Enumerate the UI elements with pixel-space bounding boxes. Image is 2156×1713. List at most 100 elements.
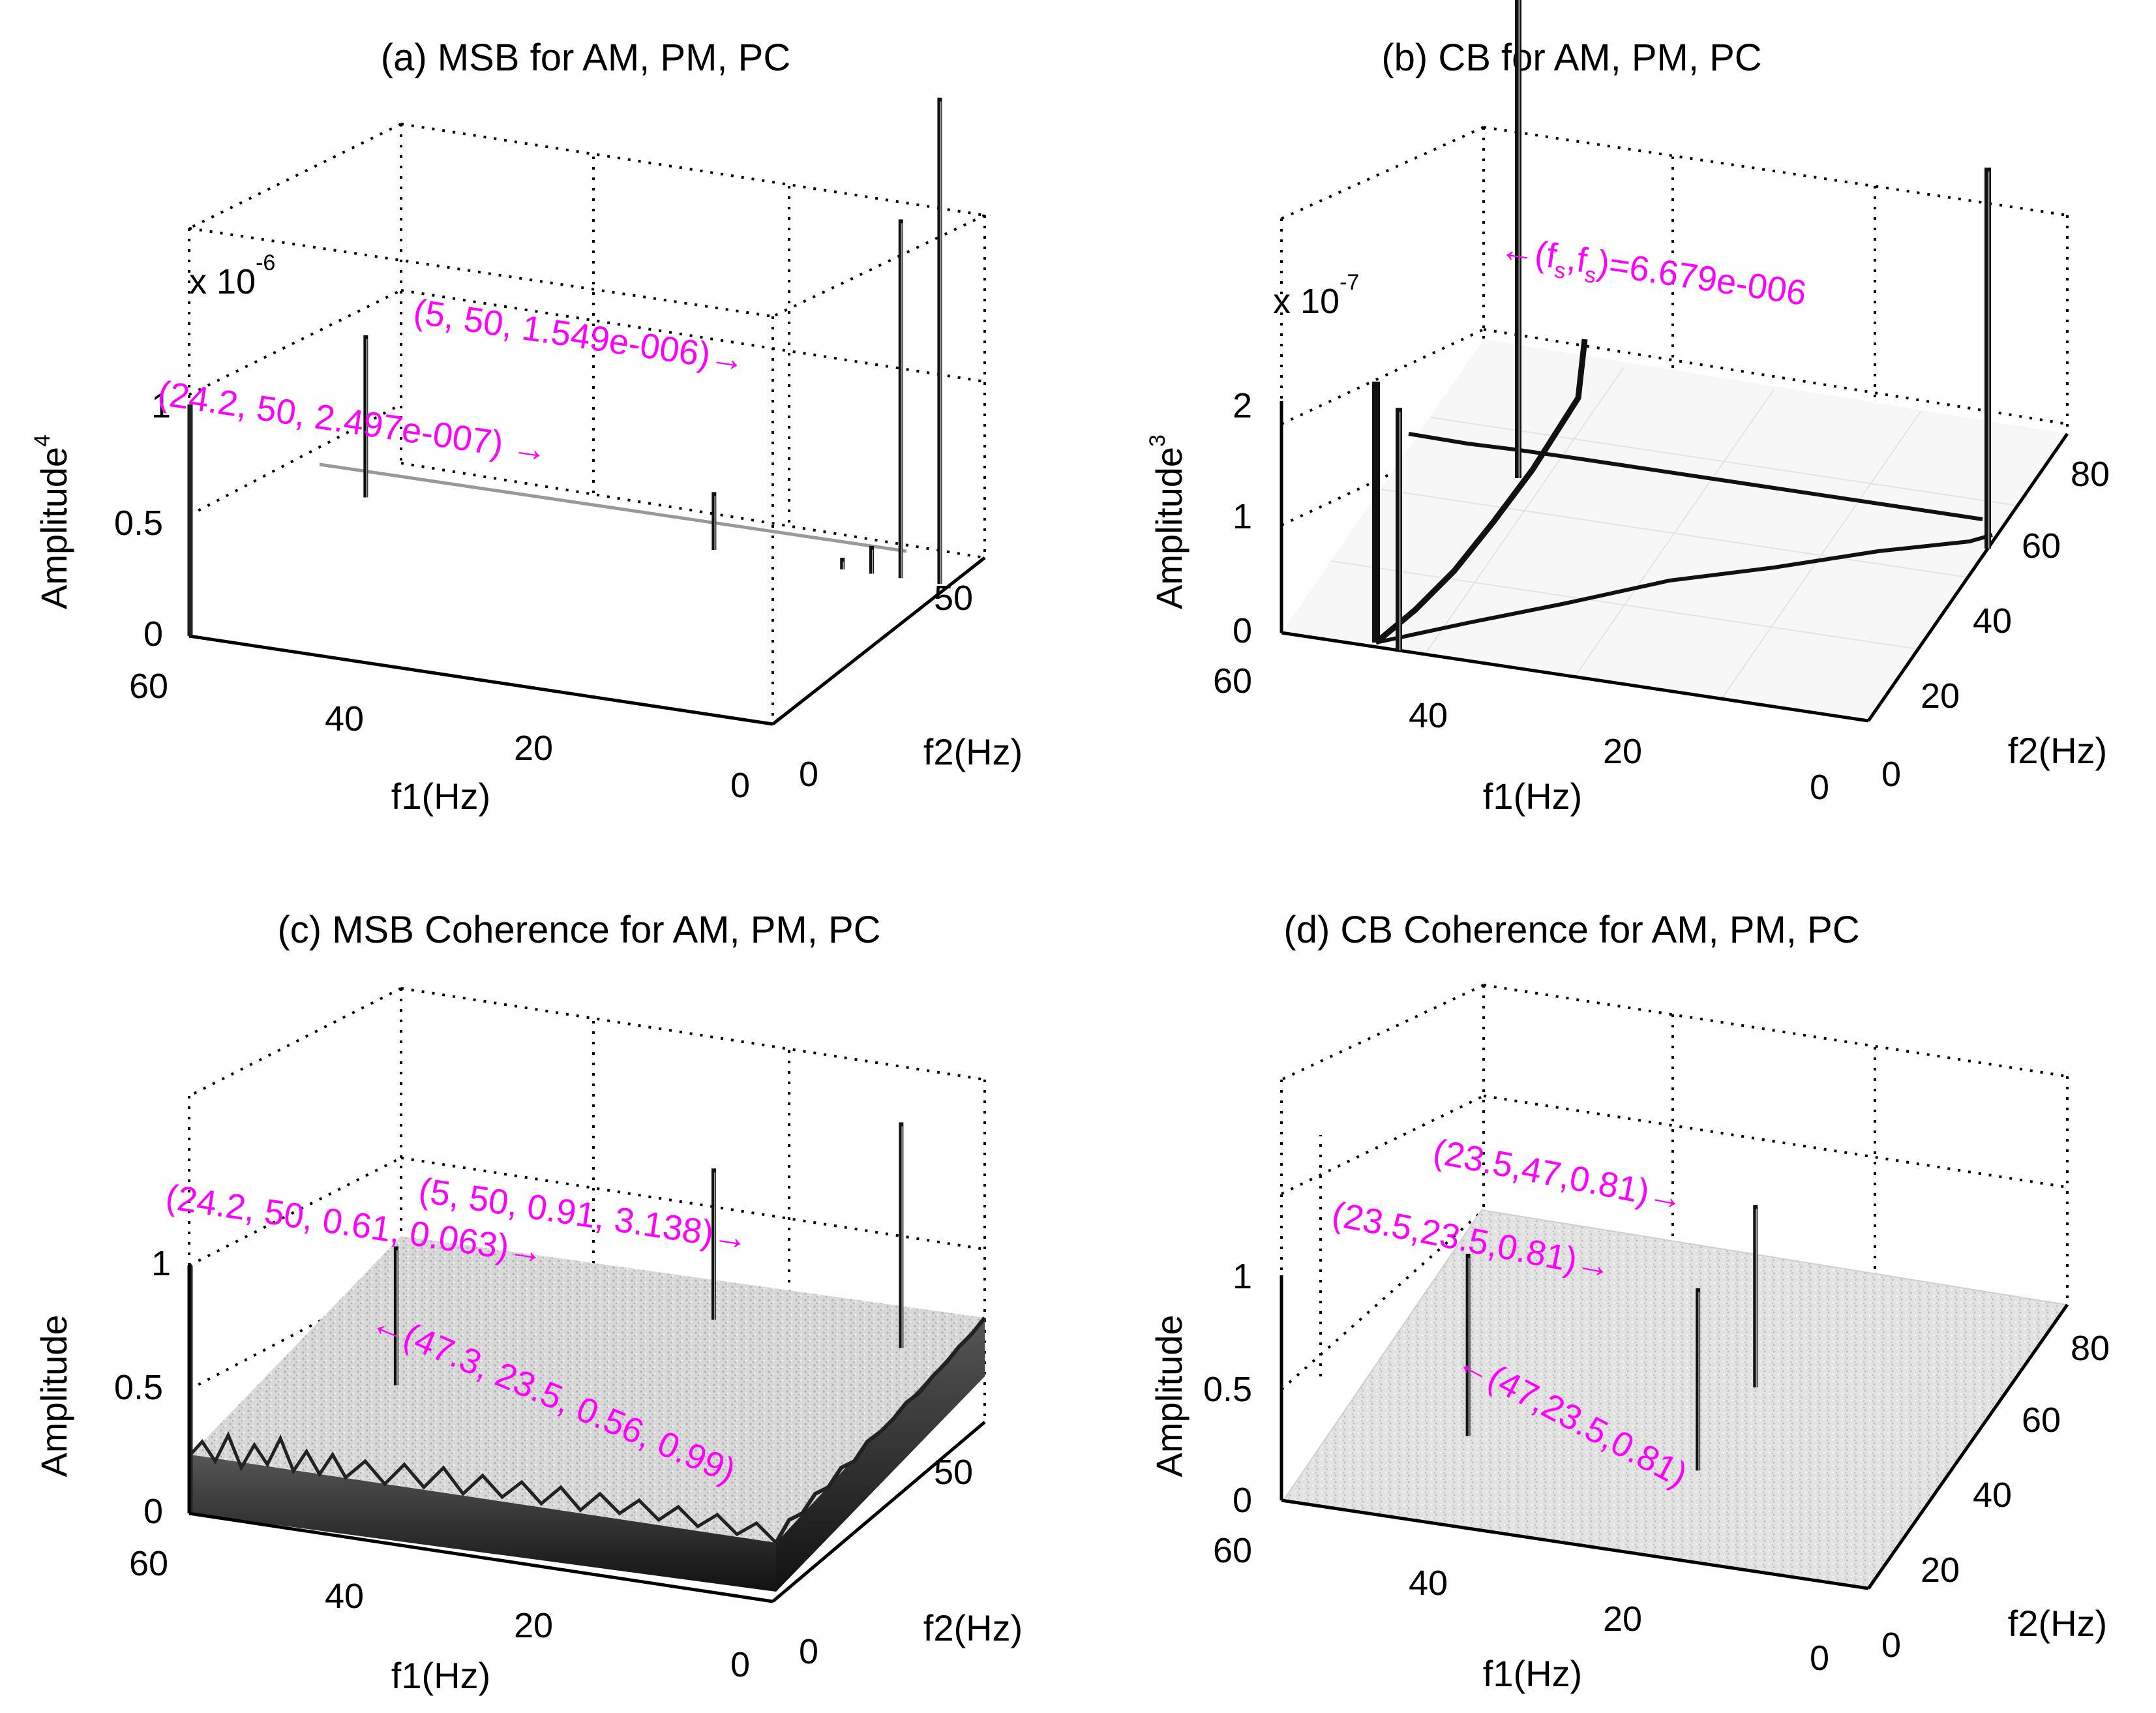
panel-b-floor bbox=[1281, 339, 2067, 721]
panel-d-ytick-2: 40 bbox=[1973, 1476, 2012, 1515]
panel-a-ztick-1: 0.5 bbox=[114, 504, 163, 543]
panel-d-xtick-0: 60 bbox=[1213, 1531, 1252, 1570]
panel-b-ytick-4: 80 bbox=[2071, 455, 2110, 494]
panel-a-annotation-2: (24.2, 50, 2.497e-007) → bbox=[155, 374, 550, 471]
panel-d-surface-top bbox=[1282, 1209, 2067, 1590]
panel-a: (a) MSB for AM, PM, PC bbox=[30, 37, 1023, 817]
panel-c-ztick-1: 0.5 bbox=[114, 1368, 163, 1407]
panel-a-annotation-1: (5, 50, 1.549e-006)→ bbox=[411, 292, 748, 380]
panel-d-zlabel: Amplitude bbox=[1148, 1314, 1190, 1477]
svg-text:Amplitude4: Amplitude4 bbox=[30, 434, 74, 609]
panel-a-ztick-2: 1 bbox=[151, 386, 171, 425]
panel-b-exponent: x 10-7 bbox=[1273, 270, 1359, 321]
panel-b-ridge-f2-axis bbox=[1408, 432, 1983, 521]
panel-c: (c) MSB Coherence for AM, PM, PC bbox=[33, 909, 1023, 1696]
panel-c-xtick-2: 20 bbox=[514, 1606, 553, 1645]
panel-a-zlabel-text: Amplitude bbox=[33, 447, 74, 609]
panel-c-surface-front bbox=[190, 1455, 776, 1592]
panel-d-peaks bbox=[1465, 1205, 1758, 1471]
panel-c-surface bbox=[188, 1236, 987, 1592]
panel-a-zlabel-sup: 4 bbox=[30, 434, 55, 447]
panel-c-xtick-1: 40 bbox=[325, 1577, 364, 1616]
panel-a-title: (a) MSB for AM, PM, PC bbox=[381, 37, 790, 79]
panel-a-ytick-0: 0 bbox=[799, 755, 818, 794]
panel-d-ztick-0: 0 bbox=[1233, 1481, 1252, 1520]
panel-b-ytick-2: 40 bbox=[1973, 601, 2012, 641]
panel-a-exponent-base: x 10 bbox=[189, 262, 256, 301]
panel-c-xlabel: f1(Hz) bbox=[391, 1655, 490, 1696]
panel-a-ticks: 0 0.5 1 60 40 20 0 0 50 bbox=[114, 386, 973, 805]
panel-b: (b) CB for AM, PM, PC bbox=[1145, 0, 2110, 817]
panel-d-annotation-1: (23.5,47,0.81)→ bbox=[1430, 1132, 1688, 1219]
panel-d-title: (d) CB Coherence for AM, PM, PC bbox=[1283, 909, 1859, 951]
panel-a-ytick-1: 50 bbox=[934, 579, 973, 618]
panel-b-xtick-1: 40 bbox=[1409, 696, 1448, 735]
panel-c-xtick-0: 60 bbox=[129, 1544, 168, 1583]
panel-d-xtick-2: 20 bbox=[1603, 1599, 1642, 1639]
panel-a-ridge bbox=[319, 462, 907, 553]
panel-c-surface-front-noise bbox=[189, 1431, 777, 1544]
panel-d-ytick-0: 0 bbox=[1881, 1626, 1901, 1665]
panel-b-axes bbox=[1280, 401, 2069, 723]
panel-b-zlabel-sup: 3 bbox=[1145, 434, 1170, 447]
panel-d-axes bbox=[1280, 1275, 2069, 1590]
panel-b-ylabel: f2(Hz) bbox=[2008, 730, 2107, 771]
panel-a-xlabel: f1(Hz) bbox=[391, 776, 490, 817]
panel-b-ridge-diagonal bbox=[1374, 339, 1588, 645]
panel-c-xtick-3: 0 bbox=[730, 1645, 750, 1684]
panel-a-peaks bbox=[363, 97, 942, 584]
panel-a-exponent: x 10-6 bbox=[189, 250, 275, 301]
panel-a-surface bbox=[188, 404, 907, 636]
svg-text:Amplitude3: Amplitude3 bbox=[1145, 434, 1190, 609]
panel-d-xtick-1: 40 bbox=[1409, 1564, 1448, 1603]
panel-d-ytick-3: 60 bbox=[2022, 1401, 2061, 1440]
panel-c-ticks: 0 0.5 1 60 40 20 0 0 50 bbox=[114, 1244, 973, 1684]
panel-c-surface-top bbox=[190, 1236, 985, 1543]
panel-d-ytick-4: 80 bbox=[2071, 1329, 2110, 1368]
panel-b-title: (b) CB for AM, PM, PC bbox=[1381, 37, 1761, 79]
panel-b-ztick-2: 2 bbox=[1233, 386, 1252, 425]
panel-a-ztick-0: 0 bbox=[143, 614, 163, 654]
panel-b-xlabel: f1(Hz) bbox=[1483, 776, 1582, 817]
panel-b-ticks: 0 1 2 60 40 20 0 0 20 40 60 80 bbox=[1213, 386, 2110, 807]
panel-a-xtick-3: 0 bbox=[730, 766, 750, 805]
panel-b-xtick-0: 60 bbox=[1213, 661, 1252, 701]
panel-a-zlabel: Amplitude4 bbox=[30, 434, 74, 609]
panel-d-ytick-1: 20 bbox=[1921, 1551, 1960, 1590]
panel-a-xtick-1: 40 bbox=[325, 699, 364, 738]
panel-b-annotation-sub-2: s bbox=[1583, 262, 1597, 288]
panel-c-ytick-0: 0 bbox=[799, 1632, 818, 1671]
panel-c-ztick-2: 1 bbox=[151, 1244, 171, 1283]
panel-d: (d) CB Coherence for AM, PM, PC 0 0.5 bbox=[1148, 909, 2110, 1694]
panel-c-ylabel: f2(Hz) bbox=[923, 1607, 1023, 1648]
panel-b-exponent-base: x 10 bbox=[1273, 282, 1340, 321]
panel-b-exponent-sup: -7 bbox=[1340, 270, 1359, 295]
panel-b-ytick-3: 60 bbox=[2022, 526, 2061, 566]
panel-c-surface-side bbox=[776, 1318, 985, 1592]
panel-b-ztick-0: 0 bbox=[1233, 611, 1252, 650]
panel-b-peaks bbox=[1396, 0, 1991, 650]
panel-b-annotation-lead: ←(f bbox=[1497, 229, 1560, 276]
panel-b-ztick-1: 1 bbox=[1233, 497, 1252, 536]
panel-b-ytick-0: 0 bbox=[1881, 755, 1901, 794]
panel-d-xtick-3: 0 bbox=[1810, 1639, 1829, 1678]
panel-d-surface bbox=[1282, 1209, 2067, 1590]
panel-b-xtick-3: 0 bbox=[1810, 768, 1829, 807]
panel-b-surface bbox=[1372, 339, 1993, 645]
panel-a-xtick-2: 20 bbox=[514, 729, 553, 768]
panel-a-ylabel: f2(Hz) bbox=[923, 731, 1023, 772]
panel-b-zlabel: Amplitude3 bbox=[1145, 434, 1190, 609]
panel-b-annotation: ←(fs,fs)=6.679e-006 bbox=[1497, 229, 1809, 320]
panel-c-title: (c) MSB Coherence for AM, PM, PC bbox=[277, 909, 880, 951]
panel-a-exponent-sup: -6 bbox=[256, 250, 275, 275]
panel-c-ytick-1: 50 bbox=[934, 1453, 973, 1492]
panel-b-annotation-sub-1: s bbox=[1553, 258, 1567, 284]
panel-b-ytick-1: 20 bbox=[1921, 676, 1960, 716]
panel-d-ticks: 0 0.5 1 60 40 20 0 0 20 40 60 80 bbox=[1203, 1257, 2110, 1678]
panel-c-zlabel: Amplitude bbox=[33, 1314, 74, 1477]
panel-b-xtick-2: 20 bbox=[1603, 732, 1642, 771]
panel-a-axes bbox=[187, 404, 986, 726]
panel-d-ztick-1: 0.5 bbox=[1203, 1370, 1252, 1409]
panel-b-zlabel-text: Amplitude bbox=[1148, 447, 1190, 609]
